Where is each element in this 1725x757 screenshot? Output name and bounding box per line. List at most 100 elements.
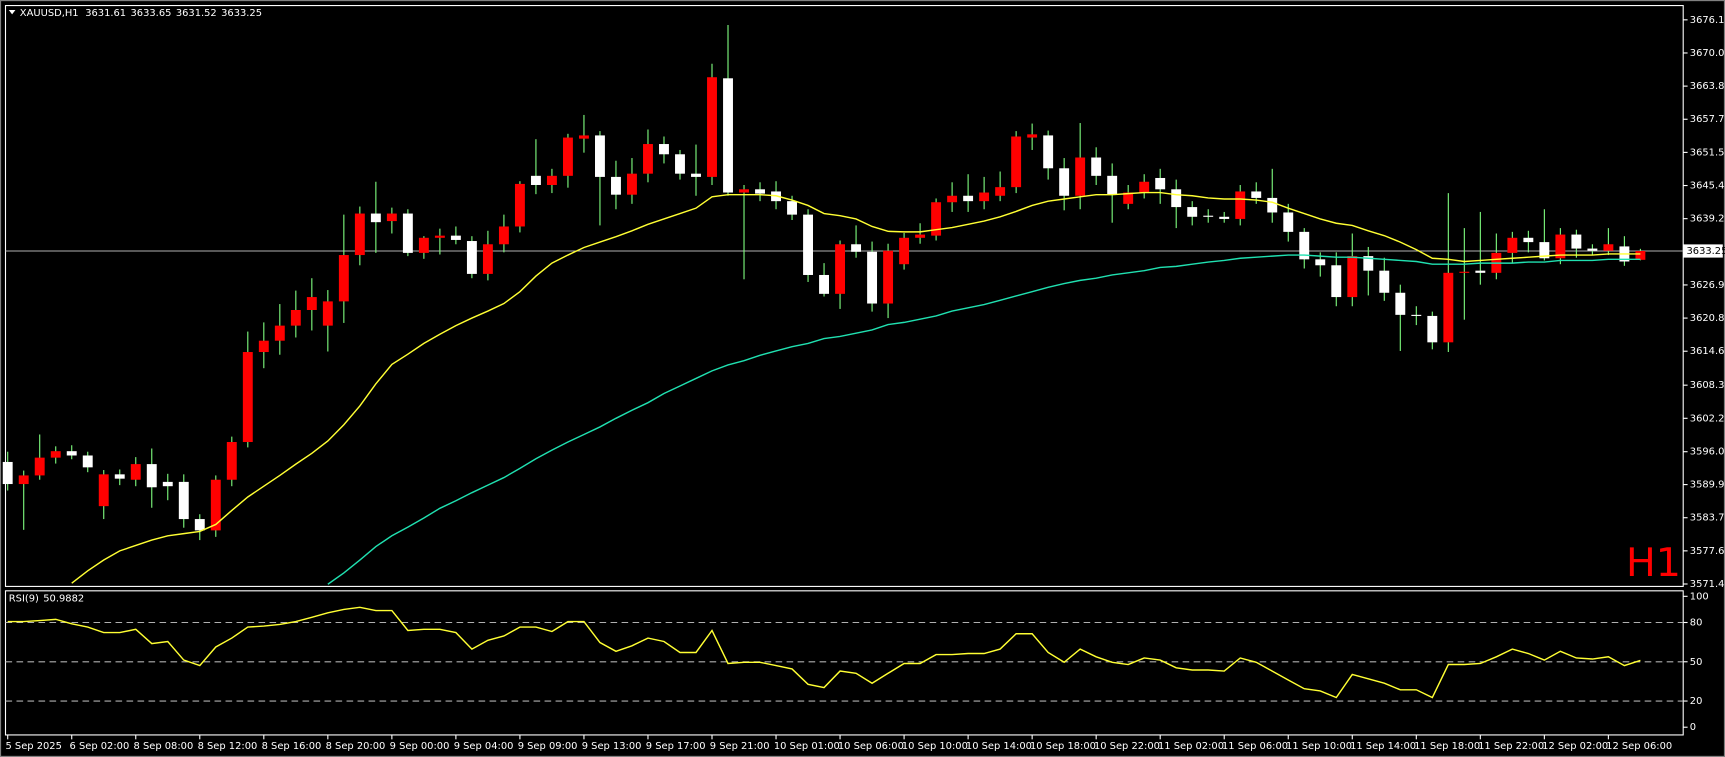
candle-body xyxy=(1235,191,1246,219)
candle-body xyxy=(1315,259,1326,266)
candle-body xyxy=(1363,256,1374,271)
moving-average-line xyxy=(71,191,1641,584)
candle-body xyxy=(466,241,477,274)
x-tick-label: 11 Sep 18:00 xyxy=(1414,741,1480,752)
y-tick-label: 3651.55 xyxy=(1690,147,1725,158)
y-tick-label: 20 xyxy=(1690,696,1703,707)
y-tick-label: 3676.15 xyxy=(1690,15,1725,26)
candle-body xyxy=(1475,270,1486,273)
x-tick-label: 8 Sep 20:00 xyxy=(326,741,386,752)
x-tick-label: 10 Sep 14:00 xyxy=(966,741,1032,752)
candle-body xyxy=(963,195,974,202)
x-tick-label: 10 Sep 01:00 xyxy=(774,741,840,752)
candle-body xyxy=(514,183,525,227)
candle-body xyxy=(739,189,749,193)
candle-body xyxy=(82,455,93,468)
symbol: XAUUSD,H1 xyxy=(20,8,79,19)
candle-body xyxy=(675,154,685,174)
y-tick-label: 3583.75 xyxy=(1690,513,1725,524)
candle-body xyxy=(50,451,61,458)
y-tick-label: 50 xyxy=(1690,657,1703,668)
y-tick-label: 3614.65 xyxy=(1690,346,1725,357)
x-tick-label: 11 Sep 22:00 xyxy=(1478,741,1544,752)
candle-body xyxy=(723,78,733,193)
candle-body xyxy=(1171,189,1182,208)
candle-body xyxy=(290,310,301,326)
candle-body xyxy=(242,352,253,443)
y-tick-label: 3639.25 xyxy=(1690,214,1725,225)
rsi-line xyxy=(7,606,1641,699)
price-label: 3633.25 xyxy=(1686,246,1725,257)
candle-body xyxy=(370,213,381,223)
candle-body xyxy=(546,175,557,185)
candle-body xyxy=(1507,237,1518,253)
candle-body xyxy=(835,244,846,294)
candle-body xyxy=(787,201,797,215)
candle-body xyxy=(595,135,605,177)
candle-body xyxy=(1427,315,1438,343)
candle-body xyxy=(1635,250,1646,260)
candle-body xyxy=(995,187,1006,196)
candle-body xyxy=(386,213,397,222)
low-value: 3631.52 xyxy=(176,8,217,19)
candle-body xyxy=(883,250,894,304)
candle-body xyxy=(659,144,669,155)
candle-body xyxy=(1395,292,1406,315)
candle-body xyxy=(867,251,878,304)
price-label-box xyxy=(1683,244,1723,258)
candle-body xyxy=(146,464,157,488)
candle-body xyxy=(1331,265,1342,298)
candle-body xyxy=(194,519,205,531)
candle-body xyxy=(178,481,189,520)
candle-body xyxy=(322,301,333,326)
candle-body xyxy=(1027,134,1038,138)
rsi-value: 50.9882 xyxy=(43,594,84,605)
candle-body xyxy=(434,235,445,238)
candle-body xyxy=(130,464,141,480)
open-value: 3631.61 xyxy=(85,8,126,19)
candle-body xyxy=(755,189,765,194)
candle-body xyxy=(306,297,317,311)
candle-body xyxy=(66,451,77,456)
candle-body xyxy=(226,442,237,480)
rsi-panel-frame xyxy=(4,590,1684,736)
x-tick-label: 11 Sep 10:00 xyxy=(1286,741,1352,752)
y-tick-label: 3608.35 xyxy=(1690,380,1725,391)
close-value: 3633.25 xyxy=(221,8,262,19)
rsi-title: RSI(9) xyxy=(9,594,39,605)
candle-body xyxy=(1347,256,1358,298)
candle-body xyxy=(1283,212,1294,232)
y-tick-label: 3577.60 xyxy=(1690,546,1725,557)
candle-body xyxy=(1555,234,1566,259)
candle-body xyxy=(707,77,717,177)
x-tick-label: 12 Sep 02:00 xyxy=(1542,741,1608,752)
candle-body xyxy=(18,475,29,485)
x-tick-label: 10 Sep 22:00 xyxy=(1094,741,1160,752)
candle-body xyxy=(1139,181,1150,193)
candle-body xyxy=(851,244,862,252)
candle-body xyxy=(2,461,13,485)
y-tick-label: 3657.70 xyxy=(1690,114,1725,125)
candle-body xyxy=(482,244,493,274)
x-tick-label: 11 Sep 02:00 xyxy=(1158,741,1224,752)
candle-body xyxy=(1267,197,1278,213)
candle-body xyxy=(1539,242,1550,259)
y-tick-label: 3589.90 xyxy=(1690,480,1725,491)
candle-body xyxy=(98,474,109,507)
candle-body xyxy=(578,135,589,139)
x-tick-label: 11 Sep 06:00 xyxy=(1222,741,1288,752)
x-tick-label: 9 Sep 09:00 xyxy=(518,741,578,752)
y-tick-label: 3663.85 xyxy=(1690,81,1725,92)
candle-body xyxy=(530,175,541,185)
x-tick-label: 5 Sep 2025 xyxy=(6,741,62,752)
x-tick-label: 8 Sep 16:00 xyxy=(262,741,322,752)
x-tick-label: 12 Sep 06:00 xyxy=(1606,741,1672,752)
candle-body xyxy=(1379,270,1390,293)
menu-triangle xyxy=(8,9,16,15)
candle-body xyxy=(1523,237,1534,243)
timeframe-label: H1 xyxy=(1626,540,1681,586)
candle-body xyxy=(338,255,349,302)
